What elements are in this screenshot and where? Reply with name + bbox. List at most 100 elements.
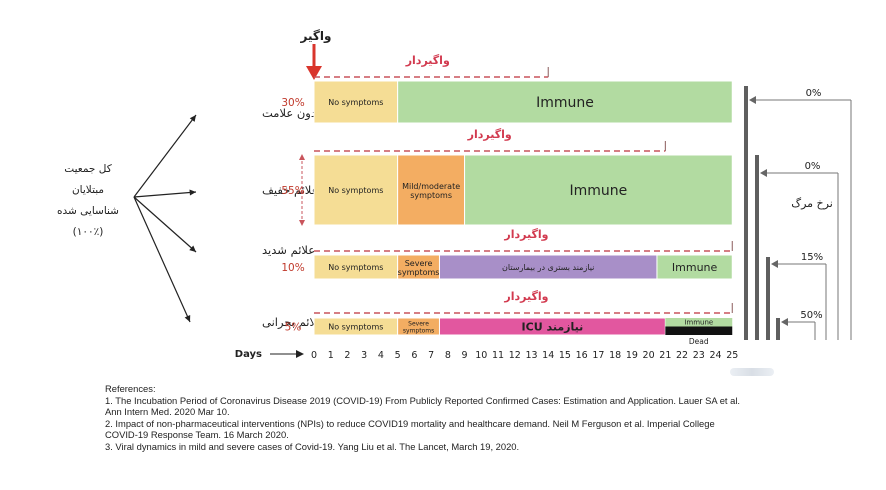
transmission-start-label: واگیر: [300, 29, 332, 44]
segment-label: symptoms: [403, 328, 434, 335]
x-tick-label: 15: [559, 350, 571, 361]
segment-label: Immune: [536, 95, 594, 111]
mortality-percent-label: 15%: [801, 252, 823, 263]
x-tick-label: 16: [576, 350, 588, 361]
x-tick-label: 14: [542, 350, 554, 361]
segment-label: Immune: [570, 183, 628, 199]
span-bracket-head: [299, 220, 305, 226]
x-tick-label: 18: [609, 350, 621, 361]
mortality-percent-label: 50%: [800, 310, 822, 321]
reference-line: 2. Impact of non-pharmaceutical interven…: [105, 417, 715, 429]
x-tick-label: 24: [709, 350, 721, 361]
x-tick-label: 13: [525, 350, 537, 361]
segment-label: symptoms: [410, 191, 452, 200]
branch-arrow-line: [133, 114, 197, 198]
population-label-line: (۱۰۰٪): [73, 226, 104, 238]
group-name-label: علائم شدید: [262, 243, 315, 257]
contagious-label: واگیردار: [467, 128, 512, 141]
covid-timeline-chart: واگیر کل جمعیت مبتلایان شناسایی شده (۱۰۰٪) بد…: [57, 29, 852, 361]
segment-bar: [313, 254, 399, 280]
x-tick-label: 5: [395, 350, 401, 361]
contagious-label: واگیردار: [503, 228, 548, 241]
x-axis-arrow-head: [296, 350, 304, 358]
branch-arrow-head: [189, 245, 196, 252]
outcome-immune-bar: [665, 318, 733, 327]
mortality-arrow-head: [781, 318, 788, 326]
segment-bar: [313, 154, 399, 226]
mortality-label: نرخ مرگ: [791, 197, 833, 210]
branch-arrow-line: [133, 196, 191, 323]
x-tick-label: 21: [659, 350, 671, 361]
segment-bar: [464, 154, 733, 226]
segment-label: No symptoms: [328, 186, 383, 195]
contagious-label: واگیردار: [503, 290, 548, 303]
x-tick-label: 11: [492, 350, 504, 361]
x-tick-label: 2: [344, 350, 350, 361]
start-arrow-head: [306, 66, 322, 80]
x-tick-label: 3: [361, 350, 367, 361]
reference-line: COVID-19 Response Team. 16 March 2020.: [105, 429, 289, 441]
segment-bar: [397, 80, 733, 124]
contagious-label: واگیردار: [405, 54, 450, 67]
x-tick-label: 1: [328, 350, 334, 361]
x-tick-label: 8: [445, 350, 451, 361]
branch-arrow-line: [133, 196, 197, 253]
scroll-indicator: [730, 368, 774, 376]
segment-label: No symptoms: [328, 98, 383, 107]
reference-line: 3. Viral dynamics in mild and severe cas…: [105, 440, 520, 452]
x-tick-label: 20: [643, 350, 655, 361]
x-tick-label: 22: [676, 350, 688, 361]
x-tick-label: 23: [693, 350, 705, 361]
references-title: References:: [105, 383, 156, 394]
x-tick-label: 7: [428, 350, 434, 361]
span-bracket-head: [299, 154, 305, 160]
x-tick-label: 6: [411, 350, 417, 361]
x-tick-label: 17: [592, 350, 604, 361]
outcome-immune-label: Immune: [684, 319, 713, 327]
x-tick-label: 10: [475, 350, 487, 361]
branch-arrow-head: [184, 315, 191, 322]
group-name-label: علائم بحرانی: [262, 315, 323, 330]
x-tick-label: 4: [378, 350, 384, 361]
outcome-dead-bar: [665, 326, 733, 335]
outcome-dead-label: Dead: [689, 337, 709, 346]
segment-bar: [397, 154, 466, 226]
x-tick-label: 9: [462, 350, 468, 361]
mortality-bar: [755, 155, 759, 340]
segment-bar: [438, 254, 658, 280]
mortality-arrow-head: [760, 169, 767, 177]
x-tick-label: 12: [509, 350, 521, 361]
mortality-percent-label: 0%: [806, 88, 822, 99]
group-percent-label: 5%: [285, 322, 302, 334]
mortality-percent-label: 0%: [805, 161, 821, 172]
group-percent-label: 10%: [281, 262, 304, 274]
references: References: 1. The Incubation Period of …: [105, 383, 865, 453]
population-label-line: شناسایی شده: [57, 205, 119, 217]
mortality-bar: [776, 318, 780, 340]
population-label-line: کل جمعیت: [64, 163, 111, 175]
x-tick-label: 25: [726, 350, 738, 361]
group-percent-label: 55%: [281, 185, 304, 197]
mortality-bar: [766, 257, 770, 340]
segment-label: No symptoms: [328, 322, 383, 331]
x-axis-label: Days: [235, 349, 262, 360]
x-tick-label: 19: [626, 350, 638, 361]
reference-line: Ann Intern Med. 2020 Mar 10.: [105, 406, 230, 418]
segment-label: Immune: [672, 261, 718, 274]
group-name-label: علائم خفیف: [262, 183, 319, 197]
segment-label: No symptoms: [328, 263, 383, 272]
segment-label: Severe: [408, 321, 429, 328]
segment-label: نیازمند بستری در بیمارستان: [502, 263, 594, 272]
population-label-line: مبتلایان: [72, 184, 104, 196]
reference-line: 1. The Incubation Period of Coronavirus …: [105, 394, 741, 406]
mortality-arrow-head: [771, 260, 778, 268]
segment-label: symptoms: [398, 268, 440, 277]
segment-label: ICU نیازمند: [522, 320, 584, 333]
branch-arrow-line: [133, 191, 197, 198]
segment-bar: [313, 80, 399, 124]
branch-arrow-head: [189, 115, 196, 122]
mortality-arrow-head: [749, 96, 756, 104]
branch-arrow-head: [189, 189, 196, 196]
segment-label: Mild/moderate: [402, 182, 460, 191]
segment-bar: [656, 254, 733, 280]
